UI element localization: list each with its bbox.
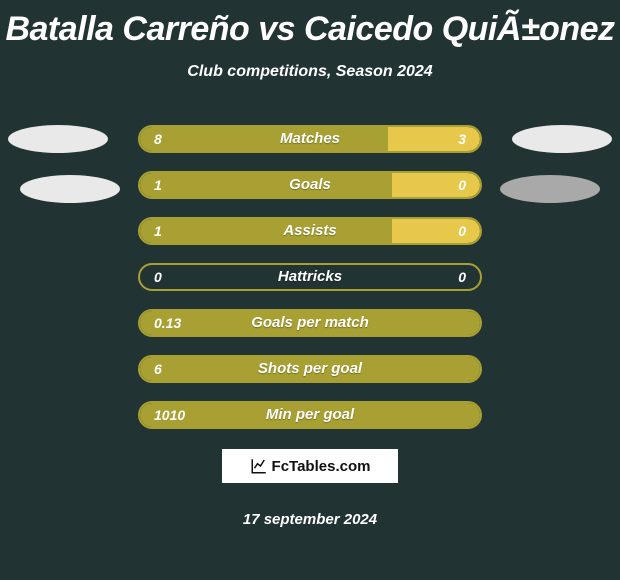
stat-label: Matches — [140, 127, 480, 151]
bars-container: Matches83Goals10Assists10Hattricks00Goal… — [138, 125, 482, 429]
stat-label: Goals per match — [140, 311, 480, 335]
player-right-badge-2 — [500, 175, 600, 203]
stat-label: Goals — [140, 173, 480, 197]
player-right-badge-1 — [512, 125, 612, 153]
stat-value-left: 1010 — [154, 403, 185, 427]
player-left-badge-2 — [20, 175, 120, 203]
stat-value-right: 3 — [458, 127, 466, 151]
page-subtitle: Club competitions, Season 2024 — [0, 63, 620, 81]
stat-row: Goals1 0 — [138, 171, 482, 199]
stat-value-left: 6 — [154, 357, 162, 381]
stat-row: Shots per goal6 — [138, 355, 482, 383]
stat-label: Shots per goal — [140, 357, 480, 381]
stat-value-right: 0 — [458, 173, 466, 197]
stat-row: Hattricks0 0 — [138, 263, 482, 291]
stat-row: Goals per match0.13 — [138, 309, 482, 337]
stat-value-left: 0.13 — [154, 311, 181, 335]
stat-value-left: 8 — [154, 127, 162, 151]
stat-value-left: 1 — [154, 173, 162, 197]
stat-label: Hattricks — [140, 265, 480, 289]
stat-label: Assists — [140, 219, 480, 243]
stat-value-left: 1 — [154, 219, 162, 243]
chart-icon — [250, 457, 268, 475]
stat-row: Matches8 3 — [138, 125, 482, 153]
page-title: Batalla Carreño vs Caicedo QuiÃ±onez — [0, 0, 620, 49]
stat-row: Min per goal1010 — [138, 401, 482, 429]
stat-row: Assists1 0 — [138, 217, 482, 245]
player-left-badge-1 — [8, 125, 108, 153]
comparison-chart: Matches83Goals10Assists10Hattricks00Goal… — [0, 125, 620, 429]
stat-value-left: 0 — [154, 265, 162, 289]
logo-box[interactable]: FcTables.com — [220, 447, 400, 485]
logo-label: FcTables.com — [272, 458, 371, 475]
date-label: 17 september 2024 — [0, 511, 620, 528]
stat-label: Min per goal — [140, 403, 480, 427]
stat-value-right: 0 — [458, 219, 466, 243]
fctables-logo: FcTables.com — [250, 457, 371, 475]
stat-value-right: 0 — [458, 265, 466, 289]
